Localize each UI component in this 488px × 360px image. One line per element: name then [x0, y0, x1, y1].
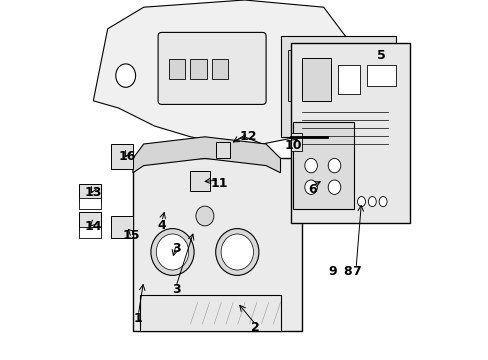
Ellipse shape — [156, 234, 188, 270]
Bar — [133, 158, 302, 331]
Ellipse shape — [215, 229, 258, 275]
Bar — [334, 76, 370, 90]
Ellipse shape — [367, 197, 375, 207]
Ellipse shape — [357, 197, 365, 207]
FancyBboxPatch shape — [158, 32, 265, 104]
Ellipse shape — [221, 234, 253, 270]
Text: 1: 1 — [134, 312, 142, 325]
Bar — [215, 142, 230, 158]
Bar — [292, 122, 354, 209]
Text: 4: 4 — [157, 219, 166, 231]
Text: 10: 10 — [284, 139, 301, 152]
Ellipse shape — [327, 180, 340, 194]
Text: 11: 11 — [210, 177, 227, 190]
Bar — [79, 227, 101, 238]
Bar — [79, 212, 101, 230]
Ellipse shape — [320, 115, 334, 130]
Ellipse shape — [116, 64, 135, 87]
Bar — [190, 59, 206, 79]
Bar — [79, 184, 101, 202]
Bar — [291, 43, 409, 223]
Bar — [334, 94, 370, 108]
Text: 3: 3 — [171, 283, 180, 296]
Text: 6: 6 — [308, 183, 317, 195]
Ellipse shape — [327, 158, 340, 173]
Text: 13: 13 — [84, 186, 102, 199]
Bar — [302, 58, 330, 101]
Ellipse shape — [151, 229, 194, 275]
Text: 5: 5 — [376, 49, 385, 62]
Text: 14: 14 — [84, 220, 102, 233]
Text: 16: 16 — [119, 150, 136, 163]
Bar — [111, 144, 133, 169]
Bar — [366, 65, 395, 86]
Bar — [190, 171, 210, 191]
Ellipse shape — [304, 158, 317, 173]
Text: 7: 7 — [351, 265, 360, 278]
Ellipse shape — [302, 115, 316, 130]
Ellipse shape — [196, 206, 213, 226]
Bar — [280, 36, 395, 137]
Ellipse shape — [304, 180, 317, 194]
Text: 2: 2 — [250, 321, 259, 334]
Text: 15: 15 — [122, 229, 140, 242]
PathPatch shape — [93, 0, 345, 144]
Text: 3: 3 — [171, 242, 180, 255]
Bar — [291, 133, 302, 151]
Bar — [111, 216, 133, 238]
Bar — [79, 198, 101, 209]
Bar — [168, 59, 185, 79]
Text: 12: 12 — [239, 130, 256, 143]
Ellipse shape — [378, 197, 386, 207]
Text: 8: 8 — [342, 265, 351, 278]
PathPatch shape — [140, 295, 280, 331]
Bar — [337, 65, 359, 94]
PathPatch shape — [133, 137, 280, 173]
Bar — [287, 50, 330, 101]
Ellipse shape — [337, 112, 352, 126]
Bar — [212, 59, 228, 79]
Bar — [334, 112, 370, 126]
Text: 9: 9 — [328, 265, 336, 278]
